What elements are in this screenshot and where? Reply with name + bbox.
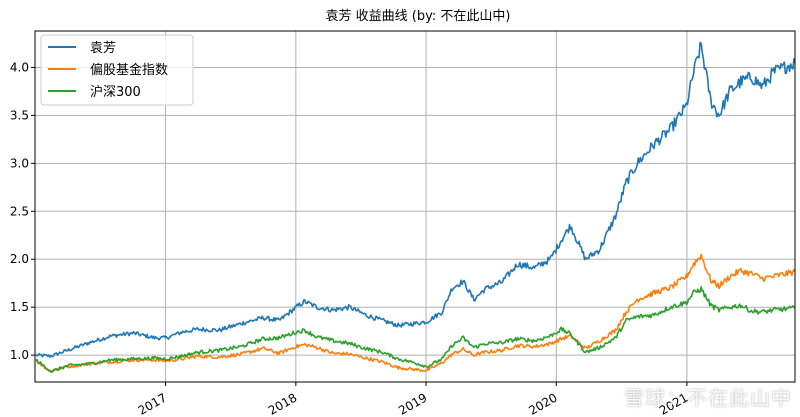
legend-box bbox=[40, 34, 194, 106]
series-line-2 bbox=[35, 286, 796, 373]
series-line-1 bbox=[35, 253, 796, 373]
legend-label: 沪深300 bbox=[90, 84, 141, 100]
legend-label: 袁芳 bbox=[90, 41, 116, 56]
y-tick-label: 2.0 bbox=[10, 252, 29, 266]
y-axis: 1.0 1.5 2.0 2.5 3.0 3.5 4.0 bbox=[10, 60, 35, 362]
y-tick-label: 3.0 bbox=[10, 156, 29, 170]
y-tick-label: 1.5 bbox=[10, 300, 29, 314]
x-axis: 2017 2018 2019 2020 2021 bbox=[136, 382, 690, 417]
watermark: 雪球：不在此山中 bbox=[624, 386, 792, 410]
x-tick-label: 2018 bbox=[266, 390, 299, 417]
series-line-0 bbox=[35, 41, 796, 358]
y-tick-label: 3.5 bbox=[10, 108, 29, 122]
series-layer bbox=[35, 41, 796, 373]
y-tick-label: 2.5 bbox=[10, 204, 29, 218]
chart-title: 袁芳 收益曲线 (by: 不在此山中) bbox=[326, 9, 511, 24]
x-tick-label: 2019 bbox=[396, 390, 429, 417]
y-tick-label: 1.0 bbox=[10, 348, 29, 362]
legend-label: 偏股基金指数 bbox=[90, 62, 168, 78]
plot-frame bbox=[34, 30, 796, 383]
x-tick-label: 2017 bbox=[136, 390, 169, 417]
y-tick-label: 4.0 bbox=[10, 60, 29, 74]
x-tick-label: 2020 bbox=[526, 390, 559, 417]
